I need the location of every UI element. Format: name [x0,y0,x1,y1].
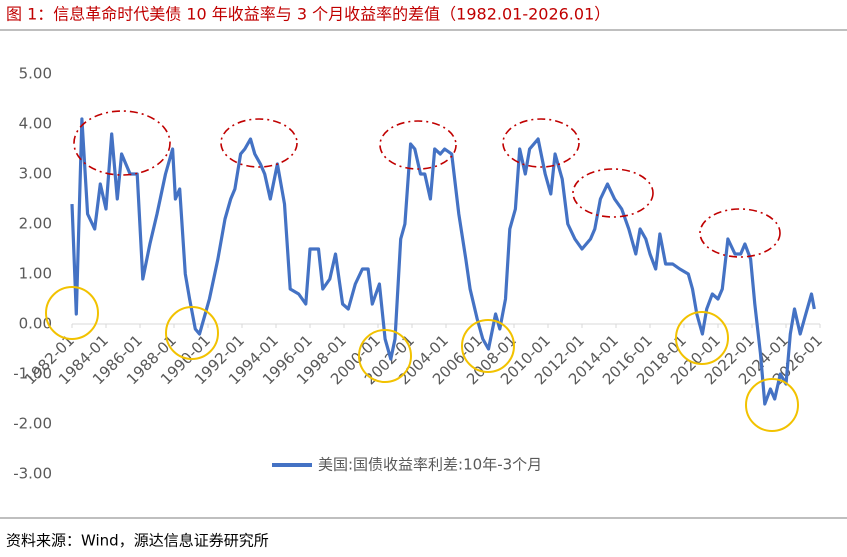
trough-annotations [45,286,799,432]
peak-ellipse [73,110,171,176]
y-tick-label: 3.00 [19,165,52,183]
peak-ellipse [572,168,654,218]
y-tick-label: 5.00 [19,65,52,83]
trough-circle [745,378,799,432]
y-tick-label: -2.00 [13,415,52,433]
y-tick-label: 4.00 [19,115,52,133]
legend-label: 美国:国债收益率利差:10年-3个月 [318,456,542,474]
trough-circle [165,306,219,360]
peak-ellipse [699,208,781,258]
y-tick-label: -1.00 [13,365,52,383]
trough-circle [675,311,729,365]
trough-circle [358,329,412,383]
peak-annotations [73,110,781,258]
peak-ellipse [220,118,298,168]
y-tick-label: 0.00 [19,315,52,333]
trough-circle [45,286,99,340]
series-line [70,117,816,406]
peak-ellipse [379,120,457,170]
y-tick-label: 1.00 [19,265,52,283]
peak-ellipse [502,118,580,168]
y-tick-label: -3.00 [13,465,52,483]
plot-area: 5.004.003.002.001.000.00-1.00-2.00-3.001… [13,65,826,483]
trough-circle [461,319,515,373]
source-note: 资料来源：Wind，源达信息证券研究所 [6,532,269,550]
chart-title: 图 1：信息革命时代美债 10 年收益率与 3 个月收益率的差值（1982.01… [6,5,610,24]
y-tick-label: 2.00 [19,215,52,233]
